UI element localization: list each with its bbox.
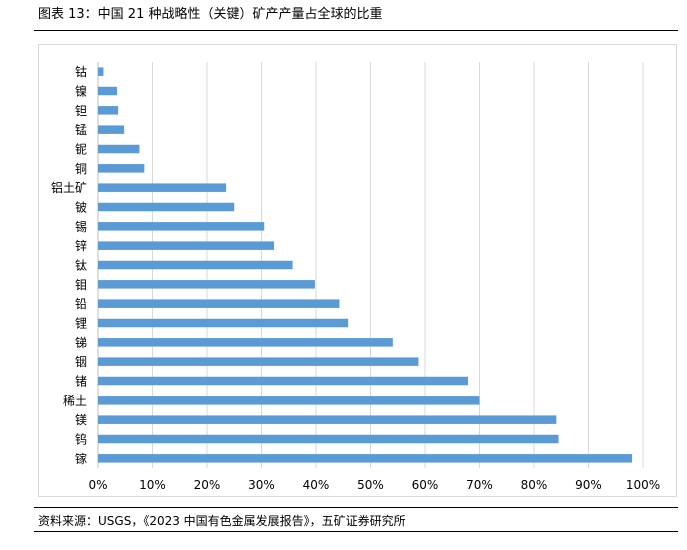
bar [98,222,265,231]
x-tick-labels: 0% 10% 20% 30% 40% 50% 60% 70% 80% 90% 100% [88,478,660,492]
bar [98,202,235,212]
category-label: 铝土矿 [51,180,87,195]
bar [98,260,293,270]
bar [98,280,315,289]
x-tick-label: 80% [521,478,548,492]
middle-rule [34,507,678,508]
bar [98,106,119,115]
x-tick-label: 70% [466,478,493,492]
bar [98,299,340,308]
category-label: 锰 [75,122,87,137]
category-label: 钼 [75,278,87,292]
x-tick-label: 40% [303,478,330,492]
category-label: 镍 [75,85,87,99]
category-label: 镓 [75,451,87,466]
bar [98,67,104,76]
chart-frame [38,44,677,497]
bar [98,164,145,173]
bar [98,86,118,96]
category-label: 铅 [75,297,87,311]
category-label: 钽 [75,104,87,118]
bar [98,318,349,328]
bar [98,357,419,366]
x-tick-label: 10% [139,478,166,492]
category-label: 铍 [75,201,87,215]
bar [98,376,469,386]
bar [98,434,559,444]
bar [98,183,227,192]
bar [98,241,275,250]
x-tick-label: 90% [575,478,602,492]
category-label: 锂 [75,316,87,331]
category-label: 铜 [75,161,87,176]
bar [98,125,125,134]
category-label: 钨 [75,432,87,447]
bar [98,454,633,463]
x-tick-label: 30% [248,478,275,492]
category-label: 钴 [75,64,87,79]
category-label: 锑 [75,336,87,350]
x-tick-label: 20% [194,478,221,492]
bottom-rule [34,531,678,532]
top-rule [34,30,678,31]
chart-title: 图表 13：中国 21 种战略性（关键）矿产产量占全球的比重 [38,7,383,22]
category-label: 铟 [75,355,87,369]
category-label: 稀土 [63,394,87,408]
category-label: 锡 [75,219,87,234]
x-tick-label: 60% [412,478,439,492]
category-label: 锗 [75,374,87,389]
category-label: 钛 [75,258,87,273]
x-tick-label: 0% [88,478,107,492]
category-label: 锌 [75,239,87,253]
x-tick-label: 100% [626,478,660,492]
category-label: 镁 [75,413,87,427]
bar [98,396,480,405]
bars [98,67,633,463]
bar [98,144,140,154]
bar [98,415,557,424]
x-tick-label: 50% [357,478,384,492]
bar [98,338,393,347]
source-note: 资料来源：USGS，《2023 中国有色金属发展报告》，五矿证券研究所 [38,514,406,528]
category-label: 铌 [75,143,87,157]
